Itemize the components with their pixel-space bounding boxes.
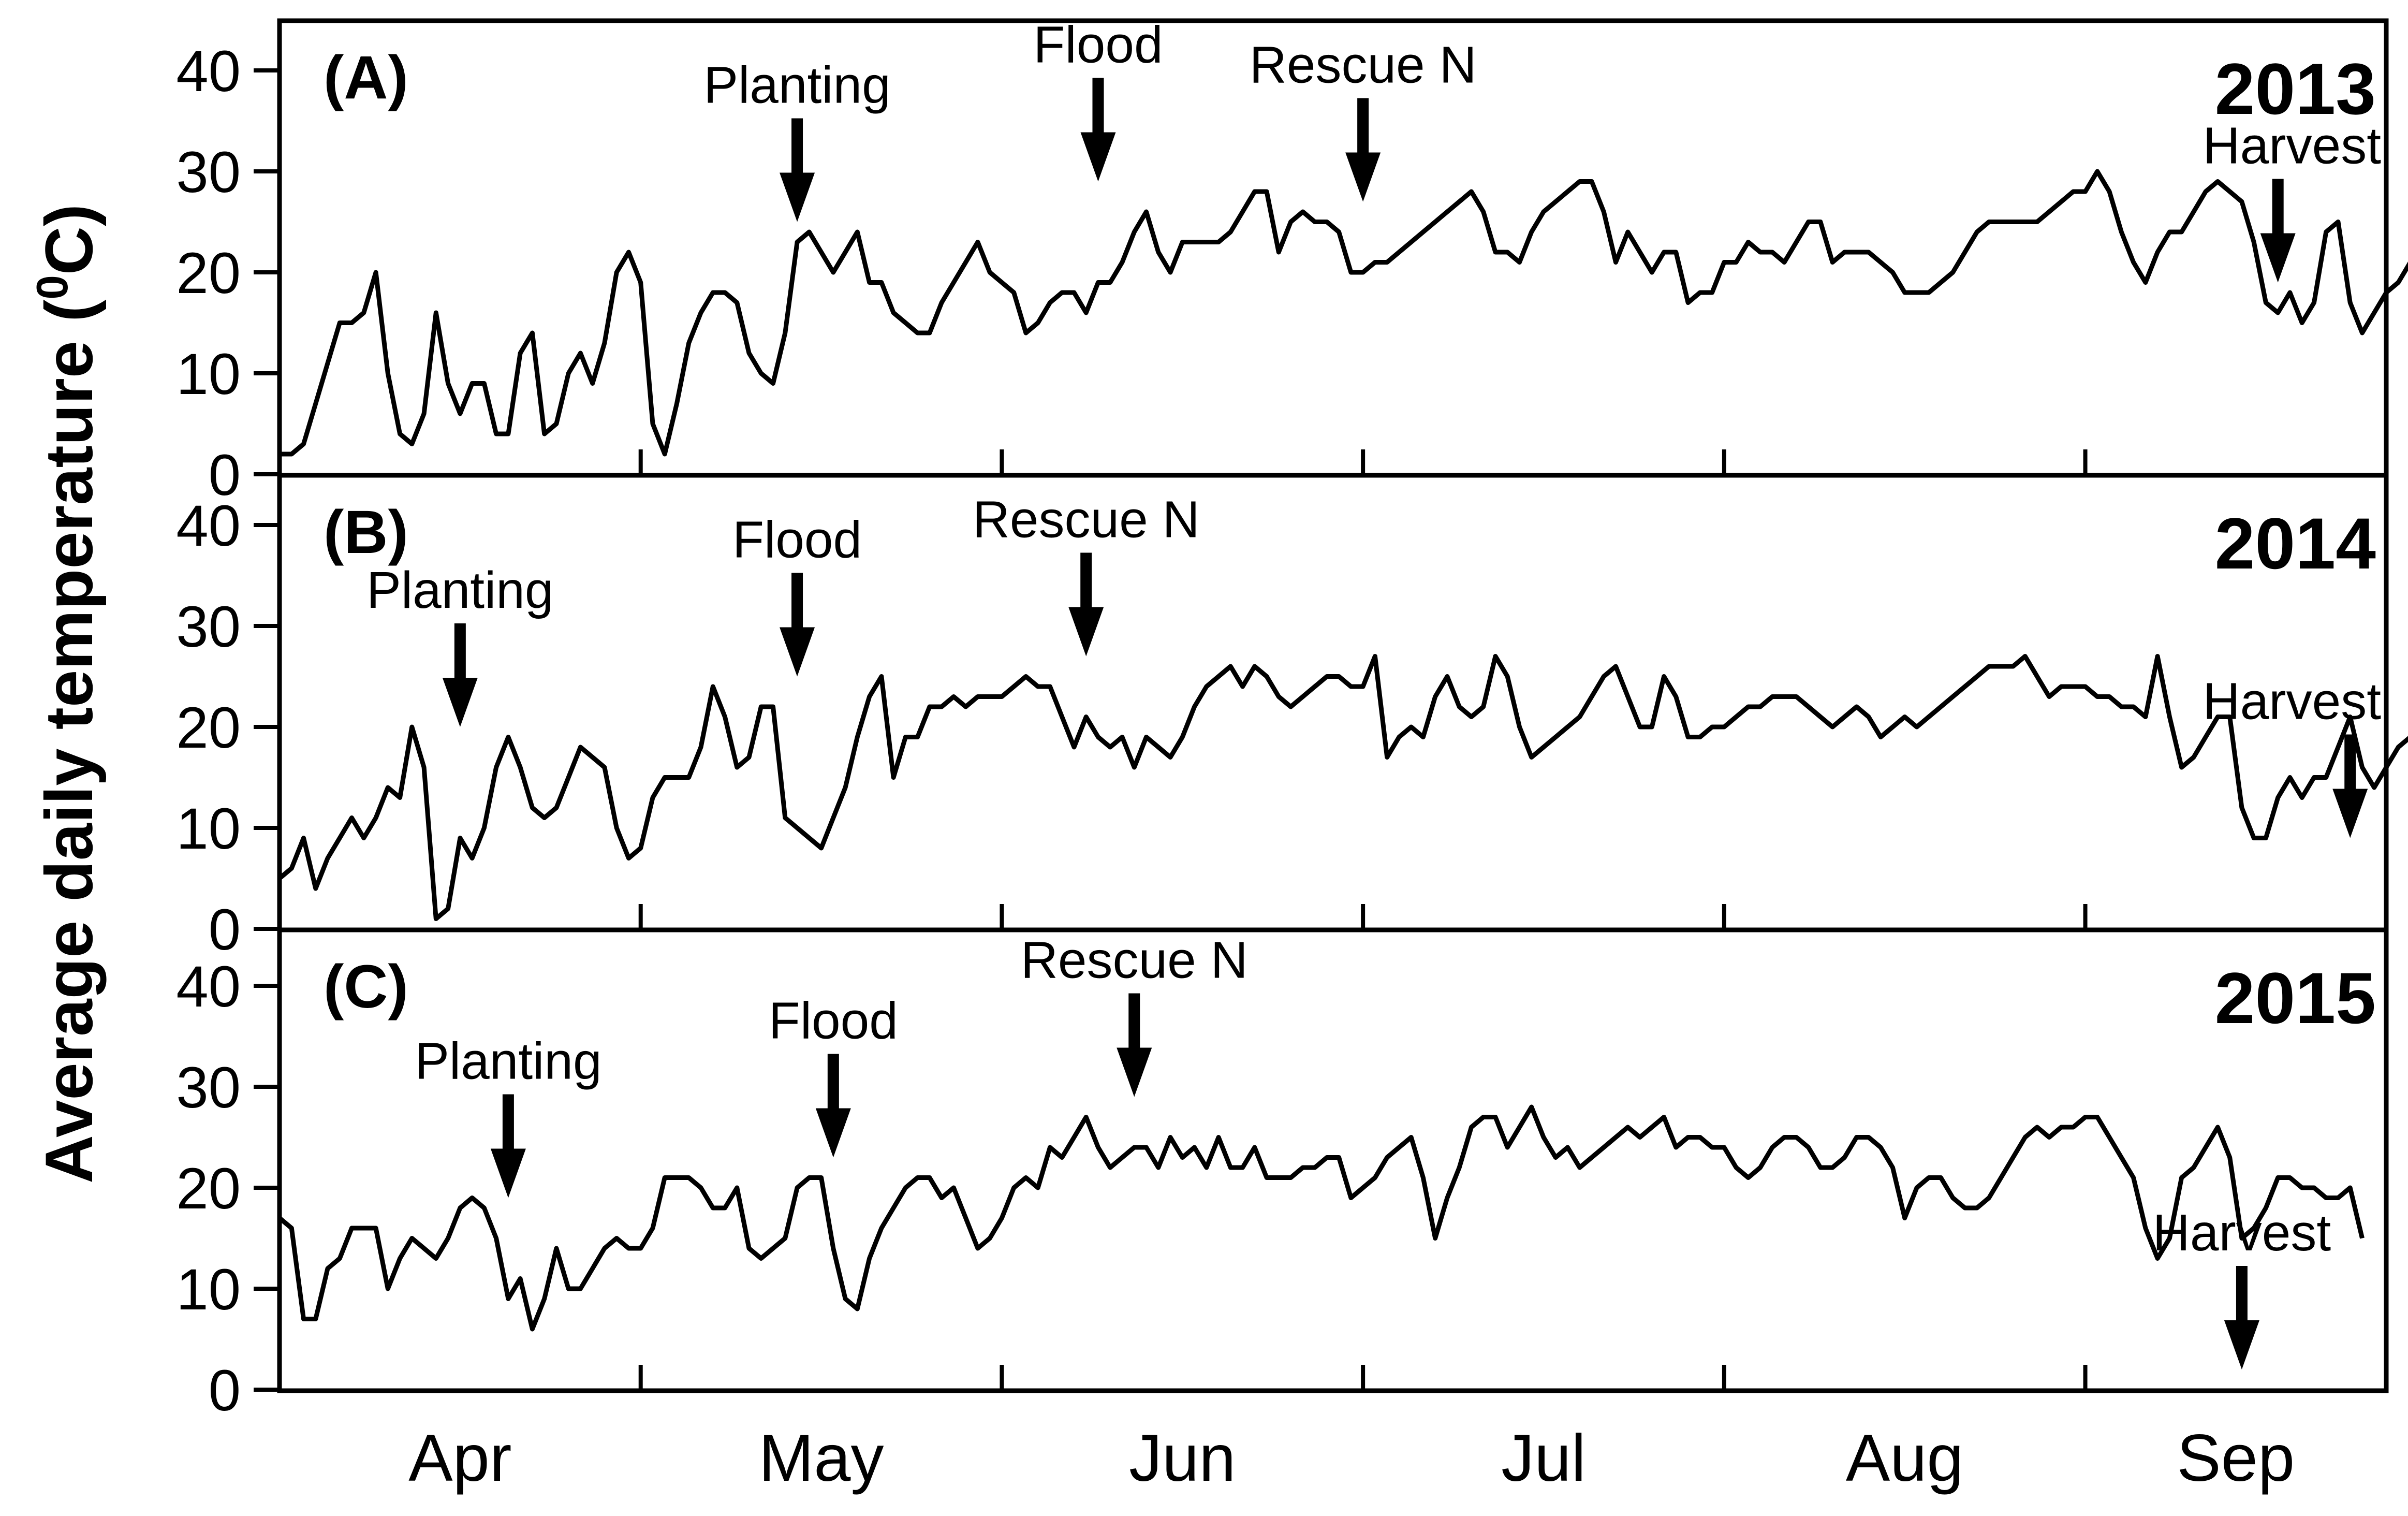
x-month-label: Aug — [1846, 1421, 1964, 1495]
event-arrow-head — [442, 678, 478, 727]
event-arrow-head — [815, 1108, 851, 1158]
event-label-harvest: Harvest — [2153, 1204, 2331, 1262]
event-arrow-head — [2260, 233, 2296, 283]
event-label-rescue-n: Rescue N — [1250, 36, 1477, 94]
y-tick-label: 30 — [176, 140, 241, 205]
event-arrow-head — [490, 1148, 526, 1198]
event-label-planting: Planting — [366, 561, 553, 619]
panel-letter: (A) — [324, 43, 408, 112]
y-tick-label: 0 — [209, 897, 241, 962]
y-axis-label-superscript: 0 — [28, 275, 77, 299]
y-axis-label-tail: C) — [31, 204, 107, 275]
temperature-series-line — [278, 1104, 2365, 1332]
event-label-planting: Planting — [703, 56, 890, 114]
y-tick-label: 30 — [176, 1055, 241, 1120]
panel-frame — [277, 927, 2389, 1393]
event-label-flood: Flood — [732, 511, 862, 569]
y-axis-label: Average daily temperature (0C) — [28, 204, 107, 1184]
event-arrow-head — [1068, 607, 1104, 657]
x-month-label: May — [759, 1421, 884, 1495]
event-arrow-head — [1117, 1047, 1152, 1097]
event-arrow-head — [2224, 1320, 2259, 1369]
y-axis-label-main: Average daily temperature ( — [31, 299, 107, 1184]
panel-1: 0 10 20 30 40 (A) 2013 Planting Flood Rescue N Har… — [176, 16, 2408, 507]
event-arrow-head — [1345, 152, 1381, 202]
y-tick-label: 10 — [176, 1257, 241, 1322]
event-label-harvest: Harvest — [2203, 673, 2381, 731]
panel-2: 0 10 20 30 40 (B) 2014 Planting Flood Rescue N Har… — [176, 473, 2408, 962]
panel-frame — [277, 473, 2389, 932]
panel-year: 2013 — [2215, 48, 2376, 129]
x-month-label: Jul — [1501, 1421, 1586, 1495]
y-tick-label: 40 — [176, 954, 241, 1019]
temperature-series-line — [278, 654, 2408, 921]
y-tick-label: 10 — [176, 342, 241, 406]
y-tick-label: 0 — [209, 443, 241, 507]
temperature-series-line — [280, 169, 2408, 457]
x-month-label: Sep — [2177, 1421, 2295, 1495]
y-tick-label: 40 — [176, 493, 241, 558]
panel-year: 2014 — [2215, 503, 2376, 584]
panel-3: 0 10 20 30 40 (C) 2015 Planting Flood Rescue N Har… — [176, 927, 2389, 1423]
event-label-harvest: Harvest — [2203, 117, 2381, 175]
panel-year: 2015 — [2215, 957, 2376, 1039]
event-arrow-head — [780, 172, 815, 222]
y-tick-label: 0 — [209, 1358, 241, 1423]
y-tick-label: 10 — [176, 796, 241, 861]
panel-letter: (C) — [324, 953, 408, 1021]
y-tick-label: 40 — [176, 39, 241, 104]
y-tick-label: 20 — [176, 241, 241, 305]
panel-letter: (B) — [324, 498, 408, 566]
y-tick-label: 30 — [176, 594, 241, 659]
event-label-flood: Flood — [769, 992, 898, 1050]
x-month-label: Apr — [408, 1421, 511, 1495]
event-label-planting: Planting — [415, 1032, 601, 1090]
event-label-rescue-n: Rescue N — [1021, 931, 1248, 989]
event-arrow-head — [780, 627, 815, 677]
event-arrow-head — [1080, 132, 1116, 182]
event-label-flood: Flood — [1033, 16, 1163, 74]
event-arrow-head — [2332, 789, 2368, 838]
y-tick-label: 20 — [176, 1156, 241, 1221]
y-tick-label: 20 — [176, 695, 241, 760]
x-month-label: Jun — [1129, 1421, 1236, 1495]
event-label-rescue-n: Rescue N — [973, 491, 1200, 549]
